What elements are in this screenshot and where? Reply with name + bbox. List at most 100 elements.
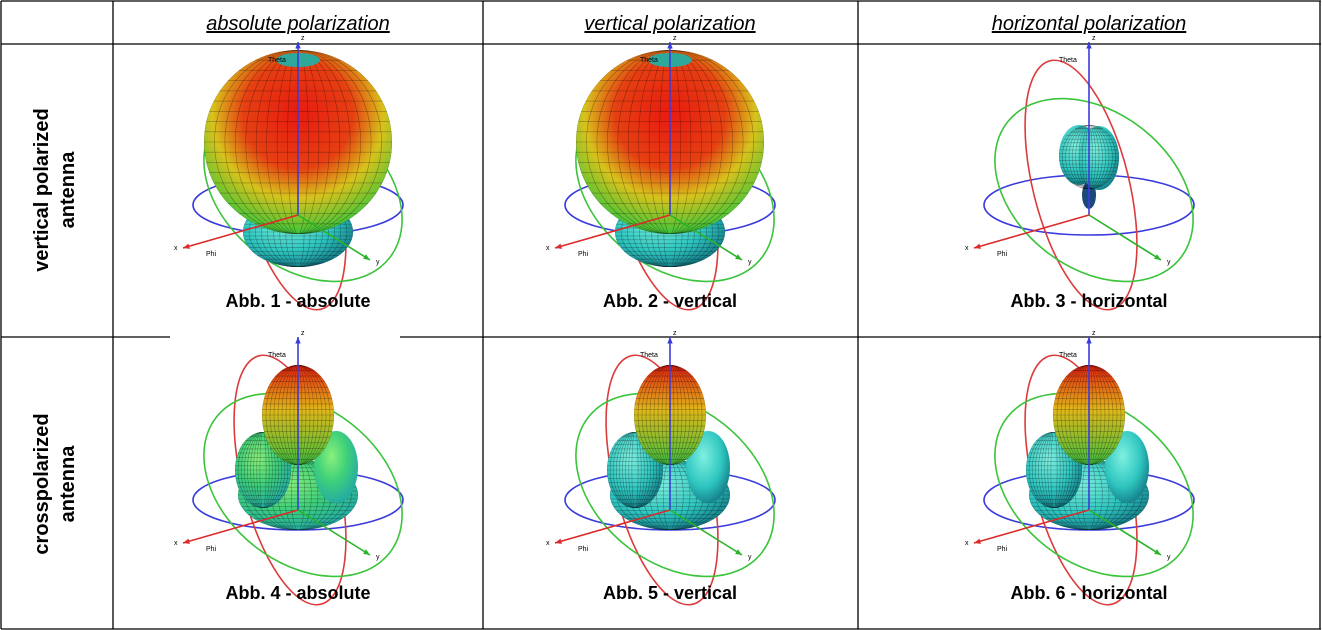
arrowhead: [1154, 549, 1161, 555]
axis: [973, 214, 1090, 249]
axis-label: x: [965, 540, 969, 547]
ring: [1024, 59, 1138, 311]
mesh-line: [276, 50, 320, 234]
mesh-line: [631, 432, 639, 508]
mesh-line: [609, 432, 661, 508]
mesh-line: [1050, 432, 1058, 508]
mesh-line: [596, 50, 744, 234]
mesh-line: [248, 197, 348, 267]
axis-label: z: [1092, 330, 1096, 337]
mesh-line: [284, 460, 312, 530]
axis-label: x: [546, 540, 550, 547]
mesh-line: [1072, 365, 1106, 465]
mesh-line: [250, 432, 276, 508]
mesh-line: [586, 50, 754, 234]
mesh-line: [261, 197, 335, 267]
mesh-line: [627, 50, 713, 234]
mesh-line: [663, 460, 677, 530]
mesh-line: [1075, 460, 1103, 530]
mesh-line: [245, 50, 351, 234]
axis-label: Theta: [640, 352, 658, 359]
mesh-line: [277, 365, 319, 465]
mesh-line: [638, 50, 702, 234]
mesh-line: [1085, 125, 1093, 189]
axis-label: y: [376, 259, 380, 266]
mesh-line: [273, 197, 323, 267]
ring: [994, 97, 1194, 283]
mesh-line: [622, 432, 648, 508]
mesh-line: [256, 432, 270, 508]
axis-label: y: [1167, 554, 1171, 561]
row-label: antenna: [57, 151, 79, 229]
arrowhead: [667, 337, 673, 344]
caption: Abb. 1 - absolute: [225, 291, 370, 311]
mesh-line: [1072, 125, 1106, 189]
axis-label: Theta: [1059, 57, 1077, 64]
axis: [182, 509, 299, 544]
radiation-pattern: z Theta x Phi y: [965, 35, 1195, 311]
mesh-line: [214, 50, 382, 234]
radiation-pattern: z Theta x Phi y: [174, 35, 404, 311]
mesh-line: [269, 365, 327, 465]
axis-label: Theta: [268, 352, 286, 359]
axis-label: x: [546, 245, 550, 252]
arrowhead: [1086, 337, 1092, 344]
axis-label: Phi: [206, 251, 217, 258]
axis-label: y: [376, 554, 380, 561]
mesh-line: [273, 365, 323, 465]
arrowhead: [295, 42, 301, 49]
arrowhead: [1086, 42, 1092, 49]
mesh-line: [1062, 125, 1116, 189]
mesh-line: [285, 365, 311, 465]
column-header: horizontal polarization: [992, 13, 1187, 35]
radiation-pattern: z Theta x Phi y: [546, 35, 776, 311]
axis-label: y: [748, 259, 752, 266]
arrowhead: [183, 243, 190, 249]
mesh-line: [1076, 365, 1102, 465]
axis-label: z: [673, 35, 677, 42]
mesh-line: [244, 432, 282, 508]
row-label: crosspolarized: [31, 413, 53, 554]
mesh-line: [287, 50, 309, 234]
column-header: absolute polarization: [206, 13, 389, 35]
axis-label: z: [301, 35, 305, 42]
mesh-line: [661, 365, 679, 465]
mesh-line: [649, 365, 691, 465]
caption: Abb. 2 - vertical: [603, 291, 737, 311]
axis-label: y: [748, 554, 752, 561]
mesh-line: [266, 50, 330, 234]
axis-label: y: [1167, 259, 1171, 266]
mesh-line: [639, 197, 701, 267]
row-label: antenna: [57, 445, 79, 523]
mesh-line: [1047, 432, 1061, 508]
axis: [973, 509, 1090, 544]
mesh-line: [267, 197, 329, 267]
axis-label: x: [965, 245, 969, 252]
axis: [669, 509, 743, 556]
arrowhead: [363, 549, 370, 555]
axis-label: z: [673, 330, 677, 337]
arrowhead: [667, 42, 673, 49]
mesh-line: [657, 365, 683, 465]
mesh-line: [659, 50, 681, 234]
arrowhead: [295, 337, 301, 344]
mesh-line: [281, 365, 315, 465]
mesh-line: [253, 432, 273, 508]
axis: [1088, 214, 1162, 261]
mesh-line: [1038, 432, 1070, 508]
axis: [297, 509, 371, 556]
lobe: [314, 431, 358, 503]
radiation-pattern: z Theta x Phi y: [174, 330, 404, 606]
mesh-line: [656, 460, 684, 530]
axis: [1088, 509, 1162, 556]
mesh-line: [1082, 460, 1096, 530]
mesh-line: [626, 197, 714, 267]
radiation-pattern: z Theta x Phi y: [546, 330, 776, 606]
mesh-line: [1075, 125, 1103, 189]
caption: Abb. 4 - absolute: [225, 583, 370, 603]
mesh-line: [240, 432, 286, 508]
axis-label: Theta: [1059, 352, 1077, 359]
axis-label: z: [1092, 35, 1096, 42]
